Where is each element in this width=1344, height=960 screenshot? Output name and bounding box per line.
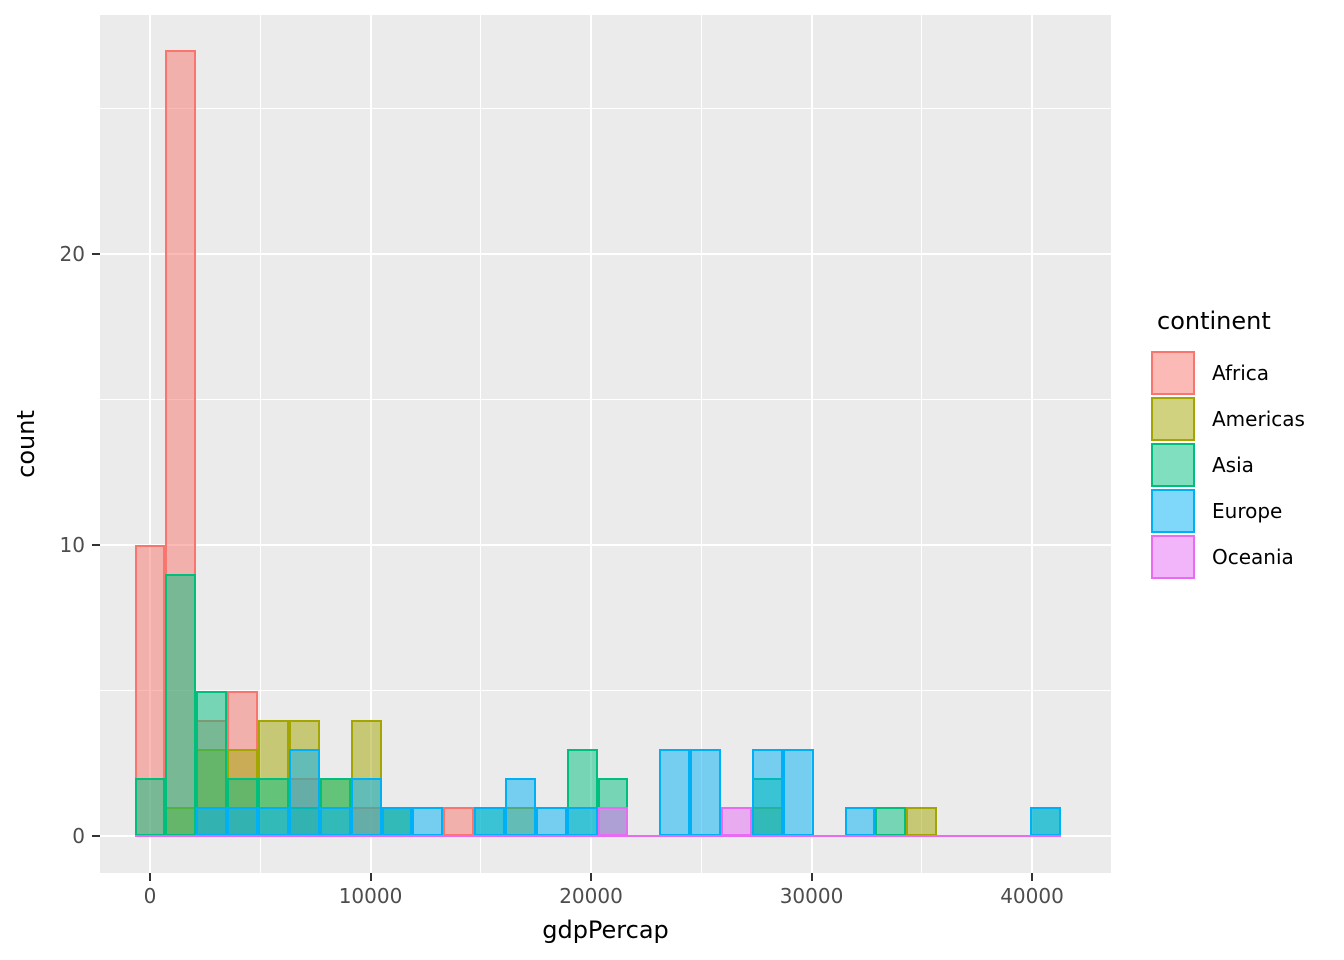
histogram-bar-europe <box>1029 806 1061 836</box>
legend-swatch-europe <box>1151 489 1195 533</box>
x-tick-label: 10000 <box>338 884 403 908</box>
x-tick-label: 30000 <box>779 884 844 908</box>
y-minor-gridline <box>100 108 1111 109</box>
histogram-bar-asia <box>134 777 166 836</box>
histogram-bar-europe <box>505 777 536 836</box>
y-tick-label: 20 <box>59 242 85 266</box>
histogram-bar-europe <box>288 748 320 836</box>
x-minor-gridline <box>700 15 702 873</box>
histogram-bar-europe <box>412 806 444 836</box>
y-tick-label: 10 <box>59 533 85 557</box>
x-axis-title: gdpPercap <box>542 916 669 944</box>
histogram-bar-europe <box>350 777 382 836</box>
histogram-bar-oceania <box>721 806 752 836</box>
legend-label-oceania: Oceania <box>1212 545 1294 569</box>
y-tick-mark <box>92 253 100 255</box>
histogram-bar-europe <box>566 806 598 836</box>
y-axis-title: count <box>12 410 40 478</box>
histogram-bar-europe <box>258 806 289 836</box>
x-tick-label: 20000 <box>559 884 623 908</box>
histogram-bar-asia <box>165 574 197 836</box>
y-minor-gridline <box>100 399 1111 400</box>
x-tick-mark <box>810 873 813 881</box>
histogram-bar-europe <box>844 806 876 836</box>
x-major-gridline <box>1031 15 1033 873</box>
x-minor-gridline <box>480 15 482 873</box>
x-tick-label: 0 <box>143 884 157 908</box>
histogram-bar-europe <box>474 806 505 836</box>
plot-panel <box>100 15 1111 873</box>
histogram-bar-europe <box>782 748 814 836</box>
histogram-bar-europe <box>227 806 259 836</box>
histogram-bar-europe <box>659 748 691 836</box>
x-tick-mark <box>369 873 372 881</box>
histogram-bar-africa <box>443 806 475 836</box>
y-major-gridline <box>100 253 1111 255</box>
x-major-gridline <box>810 15 813 873</box>
legend-swatch-africa <box>1151 351 1195 395</box>
x-tick-mark <box>1031 873 1033 881</box>
y-major-gridline <box>100 544 1111 546</box>
histogram-bar-oceania <box>597 806 629 836</box>
x-major-gridline <box>369 15 372 873</box>
histogram-bar-asia <box>875 806 907 836</box>
histogram-bar-europe <box>690 748 722 836</box>
legend-swatch-americas <box>1151 397 1195 441</box>
x-major-gridline <box>590 15 592 873</box>
x-major-gridline <box>149 15 151 873</box>
y-tick-mark <box>92 544 100 546</box>
histogram-bar-europe <box>196 806 228 836</box>
y-tick-label: 0 <box>72 824 85 848</box>
legend-label-asia: Asia <box>1212 453 1254 477</box>
histogram-bar-europe <box>319 806 351 836</box>
histogram-bar-europe <box>535 806 567 836</box>
x-tick-mark <box>149 873 151 881</box>
legend-swatch-asia <box>1151 443 1195 487</box>
legend-title: continent <box>1157 307 1271 335</box>
histogram-bar-americas <box>906 806 938 836</box>
x-tick-label: 40000 <box>1000 884 1064 908</box>
x-tick-mark <box>590 873 592 881</box>
histogram-bar-europe <box>381 806 413 836</box>
legend-label-americas: Americas <box>1212 407 1305 431</box>
baseline-oceania <box>134 835 1061 837</box>
histogram-bar-europe <box>751 748 783 836</box>
x-minor-gridline <box>259 15 261 873</box>
y-tick-mark <box>92 835 100 837</box>
x-minor-gridline <box>921 15 923 873</box>
legend-label-africa: Africa <box>1212 361 1270 385</box>
legend-swatch-oceania <box>1151 535 1195 579</box>
y-minor-gridline <box>100 690 1111 691</box>
legend-label-europe: Europe <box>1212 499 1283 523</box>
